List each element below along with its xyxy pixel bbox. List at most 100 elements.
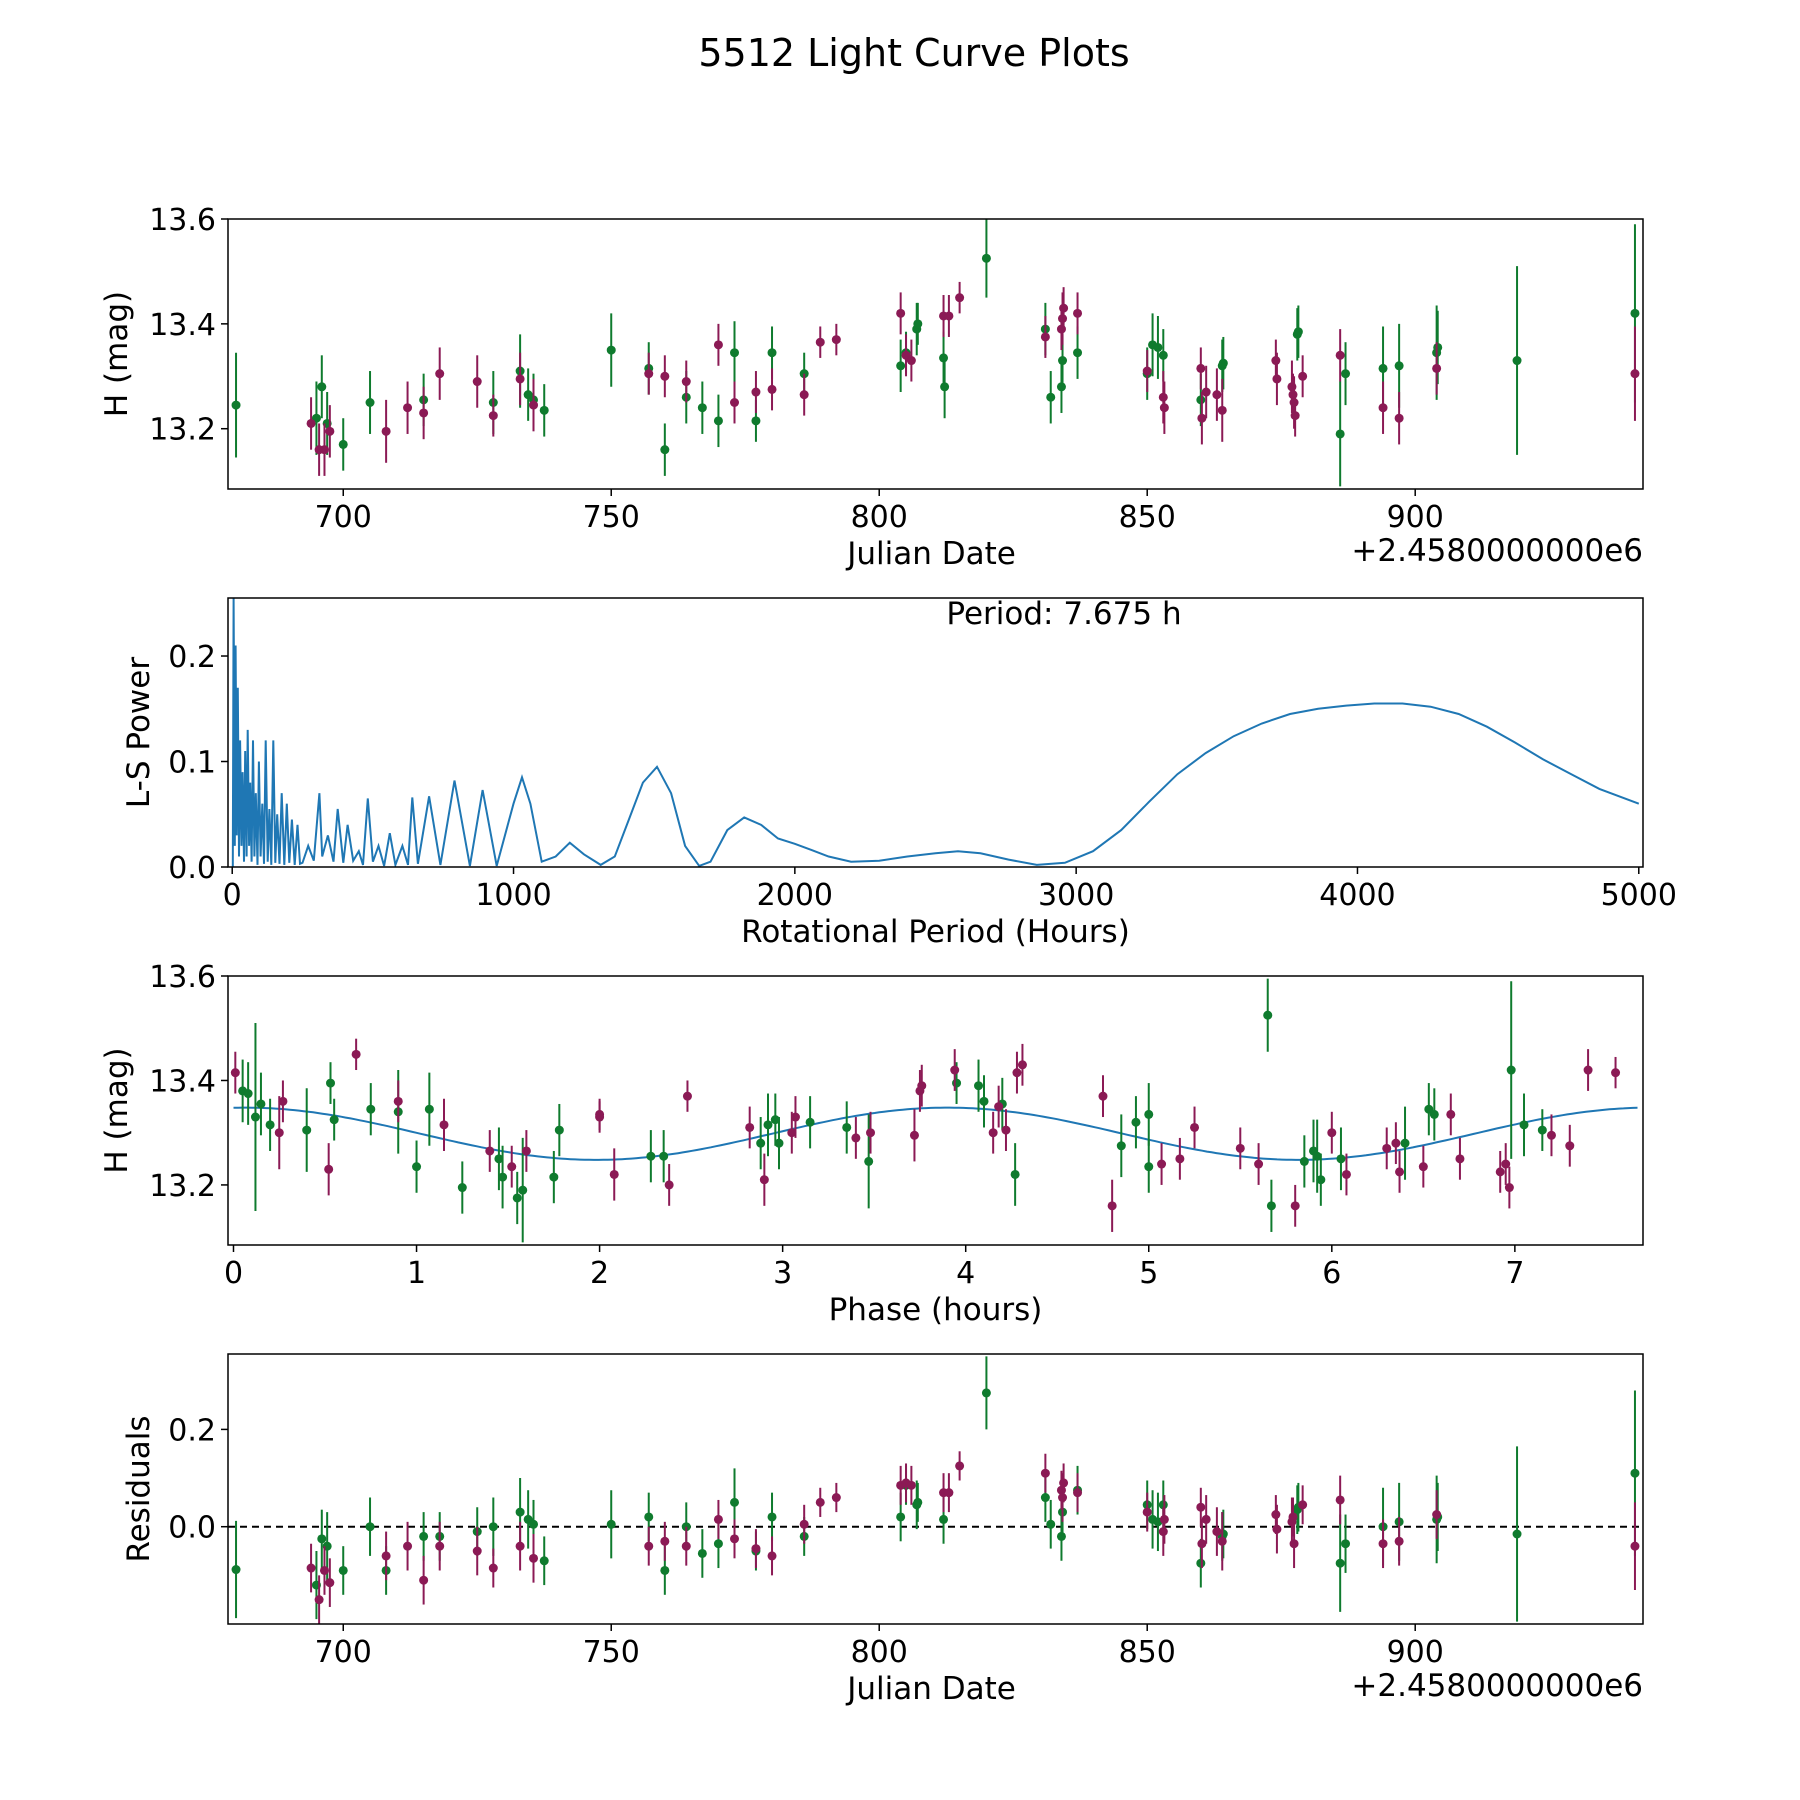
residuals-data-point (1056, 1531, 1066, 1541)
residuals-data-point (1046, 1519, 1056, 1529)
residuals-data-point (713, 1539, 723, 1549)
phased-data-point (1012, 1068, 1022, 1078)
phased-data-point (805, 1117, 815, 1127)
lightcurve-data-point (1289, 397, 1299, 407)
lightcurve-data-point (1218, 358, 1228, 368)
phased-data-point (457, 1183, 467, 1193)
residuals-data-point (1630, 1541, 1640, 1551)
residuals-data-point (815, 1497, 825, 1507)
phased-data-point (324, 1164, 334, 1174)
lightcurve-data-point (896, 308, 906, 318)
lightcurve-data-point (515, 374, 525, 384)
phased-data-point (1583, 1065, 1593, 1075)
lightcurve-xlabel: Julian Date (845, 536, 1016, 572)
phased-ylabel: H (mag) (99, 1047, 135, 1173)
phased-data-point (265, 1120, 275, 1130)
residuals-data-point (435, 1541, 445, 1551)
residuals-data-point (1394, 1536, 1404, 1546)
phased-data-point (1144, 1109, 1154, 1119)
lightcurve-data-point (1158, 392, 1168, 402)
lightcurve-data-point (730, 397, 740, 407)
residuals-data-point (1073, 1488, 1083, 1498)
residuals-data-point (1335, 1495, 1345, 1505)
phased-data-point (1391, 1138, 1401, 1148)
lightcurve-data-point (381, 426, 391, 436)
lightcurve-data-point (767, 384, 777, 394)
lightcurve-data-point (896, 361, 906, 371)
residuals-data-point (515, 1541, 525, 1551)
phased-data-point (1235, 1143, 1245, 1153)
lightcurve-data-point (1271, 356, 1281, 366)
lightcurve-data-point (319, 445, 329, 455)
periodogram-xtick-label: 3000 (1038, 878, 1114, 913)
lightcurve-data-point (815, 337, 825, 347)
phased-data-point (1266, 1201, 1276, 1211)
phased-data-point (1519, 1120, 1529, 1130)
residuals-data-point (831, 1493, 841, 1503)
lightcurve-data-point (419, 408, 429, 418)
phased-data-point (326, 1078, 336, 1088)
phased-xtick-label: 0 (224, 1256, 243, 1291)
residuals-data-point (529, 1519, 539, 1529)
lightcurve-data-point (1196, 363, 1206, 373)
residuals-data-point (606, 1519, 616, 1529)
residuals-data-point (1196, 1558, 1206, 1568)
phased-data-point (974, 1081, 984, 1091)
phased-data-point (1455, 1154, 1465, 1164)
phased-data-point (866, 1128, 876, 1138)
phased-ytick-label: 13.6 (149, 960, 216, 995)
lightcurve-data-point (1073, 308, 1083, 318)
lightcurve-data-point (1056, 382, 1066, 392)
phased-data-point (1611, 1068, 1621, 1078)
phased-model-line (233, 1106, 1638, 1161)
lightcurve-data-point (1293, 327, 1303, 337)
phased-data-point (1098, 1091, 1108, 1101)
lightcurve-axes-frame (227, 218, 1644, 490)
lightcurve-data-point (529, 400, 539, 410)
phased-plot-area (230, 978, 1638, 1243)
residuals-data-point (231, 1565, 241, 1575)
lightcurve-xtick-label: 750 (583, 500, 640, 535)
phased-data-point (1107, 1201, 1117, 1211)
lightcurve-data-point (435, 369, 445, 379)
lightcurve-data-point (697, 403, 707, 413)
phased-data-point (1299, 1156, 1309, 1166)
lightcurve-data-point (1046, 392, 1056, 402)
lightcurve-data-point (713, 340, 723, 350)
phased-data-point (909, 1130, 919, 1140)
lightcurve-series-maroon (306, 281, 1640, 476)
phased-ytick-label: 13.4 (149, 1064, 216, 1099)
lightcurve-data-point (1272, 374, 1282, 384)
phased-data-point (366, 1104, 376, 1114)
lightcurve-data-point (1058, 356, 1068, 366)
lightcurve-data-point (1059, 303, 1069, 313)
lightcurve-data-point (939, 353, 949, 363)
residuals-data-point (1271, 1510, 1281, 1520)
lightcurve-data-point (472, 377, 482, 387)
phased-data-point (1429, 1109, 1439, 1119)
residuals-data-point (1201, 1514, 1211, 1524)
phased-data-point (250, 1112, 260, 1122)
residuals-data-point (381, 1551, 391, 1561)
phased-data-point (774, 1138, 784, 1148)
periodogram-period-annotation: Period: 7.675 h (946, 596, 1181, 632)
residuals-ylabel: Residuals (121, 1415, 157, 1562)
lightcurve-data-point (767, 348, 777, 358)
residuals-xtick-label: 800 (851, 1635, 908, 1670)
phased-data-point (1504, 1183, 1514, 1193)
phased-panel: 0 1 2 3 4 5 6 7 13.2 13.4 13.6 Phase (hours) H (mag) (99, 960, 1644, 1328)
residuals-data-point (1335, 1558, 1345, 1568)
phased-data-point (549, 1172, 559, 1182)
residuals-ytick-label: 0.2 (168, 1413, 216, 1448)
lightcurve-data-point (403, 403, 413, 413)
lightcurve-data-point (1432, 363, 1442, 373)
residuals-data-point (488, 1522, 498, 1532)
residuals-data-point (306, 1563, 316, 1573)
lightcurve-data-point (1073, 348, 1083, 358)
residuals-data-point (1432, 1510, 1442, 1520)
residuals-data-point (1341, 1539, 1351, 1549)
lightcurve-data-point (606, 345, 616, 355)
residuals-data-point (644, 1541, 654, 1551)
phased-data-point (950, 1065, 960, 1075)
